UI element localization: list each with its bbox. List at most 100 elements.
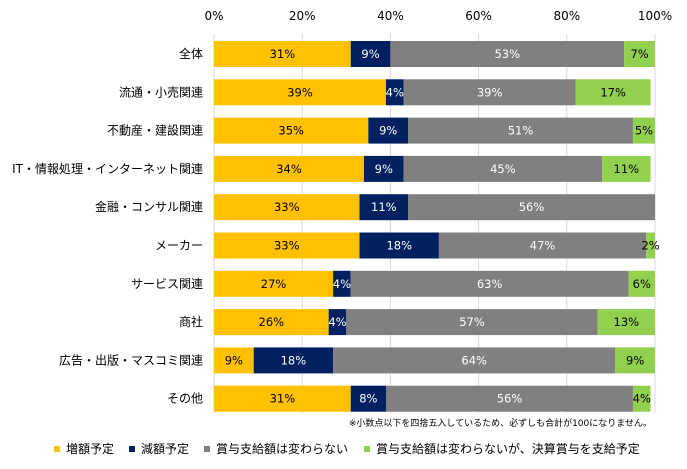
data-label: 11%: [614, 162, 640, 176]
bar-segment: [408, 194, 655, 221]
x-tick-label: 80%: [553, 9, 580, 23]
x-tick-label: 20%: [289, 9, 316, 23]
bar-segment: [403, 79, 576, 106]
data-label: 56%: [519, 200, 545, 214]
category-label: 金融・コンサル関連: [95, 199, 203, 214]
data-label: 4%: [328, 315, 346, 329]
bar-segment: [350, 270, 629, 297]
bar-segment: [408, 117, 633, 144]
x-tick-label: 60%: [465, 9, 492, 23]
legend-swatch: [54, 446, 60, 452]
bar-segment: [438, 232, 647, 259]
bar-segment: [214, 41, 351, 67]
data-label: 4%: [633, 392, 651, 406]
data-label: 39%: [287, 85, 313, 99]
bar-segment: [615, 347, 655, 374]
bar-segment: [214, 117, 369, 144]
bar-segment: [214, 309, 329, 336]
bar-segment: [253, 347, 334, 374]
legend-swatch: [129, 446, 135, 452]
bar-segment: [214, 194, 360, 221]
legend-label: 賞与支給額は変わらないが、決算賞与を支給予定: [376, 441, 640, 456]
bar-segment: [214, 385, 351, 412]
data-label: 27%: [261, 277, 287, 291]
data-label: 9%: [375, 162, 393, 176]
bar-segment: [575, 79, 651, 106]
data-label: 47%: [530, 239, 556, 253]
data-label: 4%: [333, 277, 351, 291]
data-label: 9%: [361, 47, 379, 61]
x-tick-label: 100%: [638, 9, 672, 23]
bar-segment: [385, 79, 404, 106]
legend-swatch: [364, 446, 370, 452]
data-label: 31%: [270, 47, 296, 61]
category-label: IT・情報処理・インターネット関連: [12, 162, 203, 176]
bar-segment: [363, 155, 404, 182]
bar-segment: [602, 155, 651, 182]
bar-segment: [359, 232, 439, 259]
x-tick-label: 40%: [377, 9, 404, 23]
data-label: 2%: [641, 239, 659, 253]
bar-segment: [385, 385, 633, 412]
data-label: 64%: [461, 353, 487, 367]
x-axis-ticks: 0% 20% 40% 60% 80% 100%: [204, 9, 672, 23]
data-label: 9%: [225, 353, 243, 367]
category-label: 広告・出版・マスコミ関連: [59, 353, 203, 367]
data-label: 9%: [379, 124, 397, 138]
data-label: 34%: [276, 162, 302, 176]
data-label: 39%: [477, 85, 503, 99]
bar-segment: [350, 385, 386, 412]
legend: 増額予定 減額予定 賞与支給額は変わらない 賞与支給額は変わらないが、決算賞与を支給予…: [54, 441, 640, 456]
bar-segment: [214, 347, 254, 374]
data-label: 33%: [274, 200, 300, 214]
footnote: ※小数点以下を四捨五入しているため、必ずしも合計が100になりません。: [349, 417, 652, 429]
bar-segment: [214, 155, 364, 182]
data-label: 6%: [633, 277, 651, 291]
bar-segment: [346, 309, 598, 336]
data-label: 45%: [490, 162, 516, 176]
category-label: 流通・小売関連: [119, 84, 203, 99]
data-label: 53%: [494, 47, 520, 61]
data-label: 17%: [600, 85, 626, 99]
legend-label: 賞与支給額は変わらない: [216, 441, 348, 456]
legend-label: 減額予定: [141, 441, 189, 456]
bar-segment: [628, 270, 655, 297]
bar-segment: [632, 385, 651, 412]
bar-segment: [214, 270, 334, 297]
category-label: 不動産・建設関連: [107, 123, 203, 138]
data-label: 56%: [497, 392, 523, 406]
data-label: 26%: [259, 315, 285, 329]
bar-segment: [333, 270, 351, 297]
bar-segment: [359, 194, 409, 221]
bar-segment: [333, 347, 616, 374]
bar-segment: [214, 79, 386, 106]
bar-segment: [646, 232, 655, 259]
data-label: 57%: [459, 315, 485, 329]
data-label: 5%: [635, 124, 653, 138]
category-label: メーカー: [155, 239, 203, 253]
data-label: 18%: [281, 353, 307, 367]
category-label: 全体: [179, 46, 203, 61]
data-label: 7%: [630, 47, 648, 61]
bar-segment: [214, 232, 360, 259]
data-label: 9%: [626, 353, 644, 367]
legend-swatch: [204, 446, 210, 452]
data-label: 35%: [278, 124, 304, 138]
data-label: 33%: [274, 239, 300, 253]
data-label: 11%: [371, 200, 397, 214]
data-label: 63%: [477, 277, 503, 291]
bar-segment: [403, 155, 603, 182]
bars: 31% 9% 53% 7% 39% 4% 39% 17% 35% 9% 51% 5% 34% 9% 45% 1…: [214, 41, 660, 412]
bar-segment: [597, 309, 655, 336]
category-label: サービス関連: [131, 277, 203, 291]
bar-segment: [350, 41, 391, 67]
data-label: 8%: [359, 392, 377, 406]
bar-segment: [328, 309, 347, 336]
category-label: その他: [167, 392, 203, 406]
data-label: 31%: [270, 392, 296, 406]
data-label: 4%: [386, 85, 404, 99]
data-label: 18%: [386, 239, 412, 253]
data-label: 51%: [508, 124, 534, 138]
